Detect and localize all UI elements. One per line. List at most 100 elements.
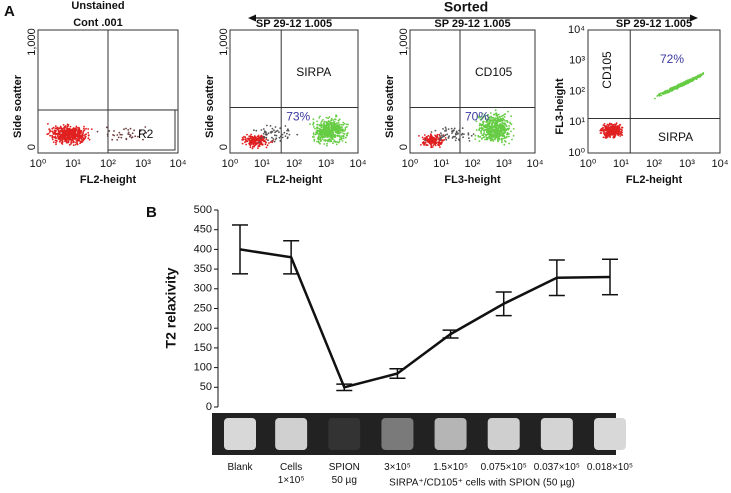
event-dot xyxy=(60,141,63,144)
event-dot xyxy=(617,125,619,127)
event-dot xyxy=(327,124,330,127)
event-dot xyxy=(80,139,83,141)
event-dot xyxy=(241,136,244,139)
event-dot xyxy=(337,141,340,144)
event-dot xyxy=(323,128,326,131)
event-dot xyxy=(503,113,506,116)
event-dot xyxy=(497,113,500,116)
event-dot xyxy=(266,124,268,127)
event-dot xyxy=(313,133,315,136)
x-tick-label: 10¹ xyxy=(65,158,81,170)
event-dot xyxy=(662,93,665,95)
event-dot xyxy=(500,129,503,132)
event-dot xyxy=(453,135,455,138)
event-dot xyxy=(426,144,429,147)
event-dot xyxy=(255,129,258,132)
event-dot xyxy=(327,126,330,129)
event-dot xyxy=(492,119,494,122)
x-axis-label: FL2-height xyxy=(626,174,683,186)
event-dot xyxy=(342,135,345,138)
event-dot xyxy=(603,128,606,131)
y-tick-label: 10¹ xyxy=(569,116,585,128)
event-dot xyxy=(439,137,442,140)
event-dot xyxy=(432,144,435,147)
event-dot xyxy=(492,128,495,131)
event-dot xyxy=(425,144,428,147)
event-dot xyxy=(423,134,426,136)
event-dot xyxy=(342,137,345,140)
event-dot xyxy=(61,129,64,132)
event-dot xyxy=(439,146,441,149)
event-dot xyxy=(603,132,605,135)
percent-label: 70% xyxy=(465,110,489,124)
event-dot xyxy=(129,127,132,130)
event-dot xyxy=(455,137,458,140)
event-dot xyxy=(512,127,515,130)
event-dot xyxy=(508,127,510,130)
event-dot xyxy=(486,120,489,123)
event-dot xyxy=(330,122,333,125)
event-dot xyxy=(421,136,424,139)
error-bar xyxy=(283,239,300,275)
event-dot xyxy=(489,133,492,136)
event-dot xyxy=(680,82,682,85)
event-dot xyxy=(486,128,489,131)
event-dot xyxy=(685,80,688,83)
event-dot xyxy=(319,129,322,132)
event-dot xyxy=(327,117,329,120)
event-dot xyxy=(611,126,614,129)
event-dot xyxy=(468,137,470,140)
event-dot xyxy=(423,142,425,144)
event-dot xyxy=(77,130,80,133)
event-dot xyxy=(505,129,508,132)
percent-label: 72% xyxy=(660,52,684,66)
event-dot xyxy=(487,133,489,136)
event-dot xyxy=(687,81,690,83)
event-dot xyxy=(264,131,267,133)
event-dot xyxy=(607,124,610,127)
event-dot xyxy=(258,141,261,144)
event-dot xyxy=(316,120,318,123)
event-dot xyxy=(139,133,141,136)
event-dot xyxy=(479,135,482,138)
event-dot xyxy=(337,130,340,133)
event-dot xyxy=(331,135,334,138)
event-dot xyxy=(501,119,504,122)
event-dot xyxy=(424,139,426,142)
event-dot xyxy=(265,138,268,141)
x-tick-label: 3×10⁵ xyxy=(384,462,411,473)
event-dot xyxy=(63,129,66,132)
event-dot xyxy=(66,127,68,129)
x-tick-label: SPION 50 µg xyxy=(329,462,360,486)
error-bar xyxy=(389,368,406,379)
x-tick-label: 10⁴ xyxy=(527,158,544,170)
event-dot xyxy=(495,114,498,117)
event-dot xyxy=(605,132,608,135)
error-bar xyxy=(232,224,248,275)
x-tick-label: 1.5×10⁵ xyxy=(433,462,468,473)
event-dot xyxy=(286,129,288,132)
event-dot xyxy=(327,132,330,135)
event-dot xyxy=(271,127,274,130)
event-dot xyxy=(272,138,275,140)
event-dot xyxy=(444,134,447,137)
event-dot xyxy=(325,139,328,142)
event-dot xyxy=(73,140,75,143)
event-dot xyxy=(108,130,111,132)
event-dot xyxy=(444,137,447,139)
y-tick-label: 0 xyxy=(26,144,38,150)
x-tick-label: 10¹ xyxy=(433,158,449,170)
x-axis-label: FL3-height xyxy=(444,174,501,186)
event-dot xyxy=(425,136,428,138)
event-dot xyxy=(338,118,341,121)
footnote: SIRPA⁺/CD105⁺ cells with SPION (50 µg) xyxy=(389,478,575,489)
event-dot xyxy=(70,141,73,144)
event-dot xyxy=(492,125,495,128)
event-dot xyxy=(475,129,478,132)
event-dot xyxy=(493,113,495,116)
event-dot xyxy=(340,135,343,138)
gate-label: SIRPA xyxy=(296,65,331,79)
event-dot xyxy=(605,134,608,137)
event-dot xyxy=(338,132,341,135)
event-dot xyxy=(499,128,502,131)
